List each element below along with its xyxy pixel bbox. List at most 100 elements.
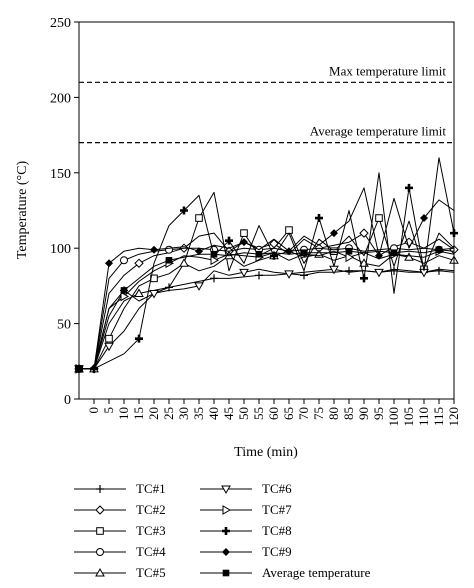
y-tick-label: 250 (50, 16, 71, 31)
legend-swatch (200, 548, 252, 556)
x-tick-label: 15 (131, 407, 146, 420)
legend-marker (95, 505, 105, 515)
series-6 (74, 265, 455, 374)
data-point (150, 245, 158, 254)
data-point (345, 266, 353, 275)
data-point (345, 247, 353, 255)
legend-item: TC#4 (72, 543, 166, 561)
legend-item: TC#8 (198, 522, 292, 540)
data-point (390, 249, 398, 257)
data-point (255, 250, 263, 258)
data-point (105, 334, 113, 343)
data-point (134, 258, 144, 268)
data-point (330, 229, 338, 238)
data-point (179, 258, 189, 267)
data-point (239, 268, 249, 278)
legend-item: TC#1 (72, 480, 166, 498)
data-point (374, 268, 384, 278)
legend-swatch (200, 569, 252, 577)
data-point (240, 229, 248, 237)
data-point (165, 256, 173, 264)
data-point (375, 251, 383, 260)
x-tick-label: 30 (176, 407, 191, 420)
legend-item: TC#6 (198, 480, 292, 498)
reference-line-label-1: Max temperature limit (329, 63, 446, 78)
data-point (210, 250, 218, 258)
y-tick-label: 50 (57, 318, 71, 333)
legend-marker (95, 567, 105, 577)
x-tick-label: 20 (146, 407, 161, 420)
data-point (404, 252, 414, 261)
data-point (300, 249, 308, 257)
x-tick-label: 70 (296, 407, 311, 420)
x-tick-label: 110 (416, 407, 431, 426)
series-7 (75, 246, 455, 374)
data-point (180, 206, 188, 215)
legend-label: TC#7 (262, 502, 292, 517)
y-axis-label: Temperature (°C) (15, 161, 30, 260)
data-point (285, 226, 293, 234)
legend-item: TC#3 (72, 522, 166, 540)
series-layer (74, 157, 459, 374)
legend-swatch (200, 485, 252, 495)
x-tick-label: 95 (371, 407, 386, 420)
legend-item: TC#2 (72, 501, 166, 519)
legend-label: TC#1 (136, 481, 166, 496)
legend-label: Average temperature (262, 565, 371, 580)
x-tick-label: 105 (401, 407, 416, 427)
legend-label: TC#9 (262, 544, 292, 559)
data-point (210, 255, 220, 266)
data-point (120, 291, 130, 302)
reference-line-label-2: Average temperature limit (310, 124, 447, 139)
x-tick-label: 90 (356, 407, 371, 420)
legend-label: TC#4 (136, 544, 166, 559)
data-point (360, 274, 368, 283)
temperature-chart: Max temperature limit Average temperature… (15, 16, 461, 460)
x-tick-label: 60 (266, 407, 281, 420)
data-point (345, 252, 355, 263)
series-4 (75, 244, 455, 373)
legend-marker (96, 485, 104, 493)
legend-swatch (74, 485, 126, 493)
data-point (120, 287, 128, 294)
series-line (79, 187, 455, 370)
data-point (435, 246, 443, 254)
legend-item: TC#5 (72, 564, 166, 582)
y-tick-label: 0 (64, 393, 71, 408)
data-point (210, 274, 218, 283)
x-tick-label: 85 (341, 407, 356, 420)
x-axis-label: Time (min) (234, 445, 298, 460)
legend-marker (222, 527, 230, 535)
data-point (165, 245, 173, 254)
data-point (375, 214, 383, 222)
reference-lines: Max temperature limit Average temperature… (79, 63, 454, 144)
legend-swatch (74, 567, 126, 577)
legend-swatch (200, 505, 252, 515)
data-point (134, 288, 144, 297)
series-line (79, 268, 455, 370)
data-point (284, 270, 294, 279)
legend-item: Average temperature (198, 564, 370, 582)
data-point (240, 238, 248, 247)
x-tick-label: 40 (206, 407, 221, 420)
data-point (195, 214, 203, 222)
data-point (135, 334, 143, 343)
data-point (315, 214, 323, 223)
legend-marker (222, 548, 230, 556)
data-point (104, 342, 114, 352)
legend-marker (222, 505, 232, 515)
legend-marker (222, 569, 230, 577)
y-tick-label: 200 (50, 91, 71, 106)
x-tick-label: 0 (86, 407, 101, 414)
legend-swatch (74, 527, 126, 535)
data-point (435, 266, 443, 275)
data-point (105, 259, 113, 268)
x-tick-label: 35 (191, 407, 206, 420)
y-tick-label: 150 (50, 167, 71, 182)
series-9 (75, 187, 455, 373)
data-point (359, 228, 369, 238)
legend: TC#1 TC#2 TC#3 TC#4 TC#5 TC#6 TC#7 TC#8 TC#9 Aver… (0, 480, 474, 588)
series-8 (75, 157, 458, 373)
data-point (405, 183, 413, 192)
